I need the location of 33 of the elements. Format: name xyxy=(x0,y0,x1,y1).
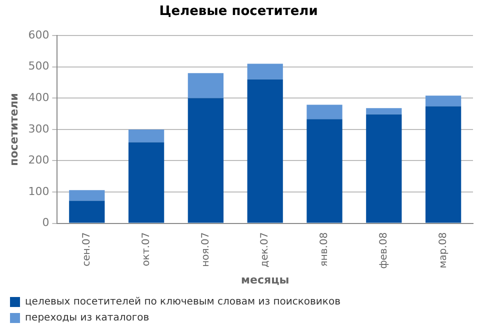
x-tick-label: сен.07 xyxy=(81,232,92,266)
y-tick-label: 500 xyxy=(28,60,50,73)
bar xyxy=(128,129,164,142)
bar xyxy=(247,64,283,80)
bar xyxy=(425,96,462,106)
bar xyxy=(188,98,224,223)
bar xyxy=(366,108,402,114)
bar xyxy=(306,104,342,120)
bar xyxy=(69,200,105,223)
x-axis-title: месяцы xyxy=(241,273,290,286)
y-tick-label: 0 xyxy=(42,216,50,230)
x-tick-label: мар.08 xyxy=(438,232,449,268)
y-tick-label: 400 xyxy=(28,91,50,104)
bar xyxy=(247,79,283,223)
legend-label: целевых посетителей по ключевым словам из поисковиков xyxy=(25,296,341,308)
bar xyxy=(128,142,164,223)
bar xyxy=(425,106,462,223)
bar xyxy=(306,119,342,223)
x-tick-label: ноя.07 xyxy=(200,232,212,267)
legend-label: переходы из каталогов xyxy=(25,312,150,324)
x-tick-label: фев.08 xyxy=(378,232,390,269)
x-tick-label: янв.08 xyxy=(319,232,330,267)
bar xyxy=(69,190,105,201)
x-tick-label: дек.07 xyxy=(260,232,271,268)
y-tick-label: 100 xyxy=(28,184,50,198)
bar xyxy=(366,114,402,223)
y-tick-label: 200 xyxy=(28,154,50,167)
chart-title: Целевые посетители xyxy=(159,4,318,20)
y-tick-label: 300 xyxy=(28,122,50,136)
x-tick-label: окт.07 xyxy=(140,232,152,266)
y-tick-label: 600 xyxy=(28,28,50,42)
y-axis-title: посетители xyxy=(7,93,20,166)
bar xyxy=(188,73,224,98)
